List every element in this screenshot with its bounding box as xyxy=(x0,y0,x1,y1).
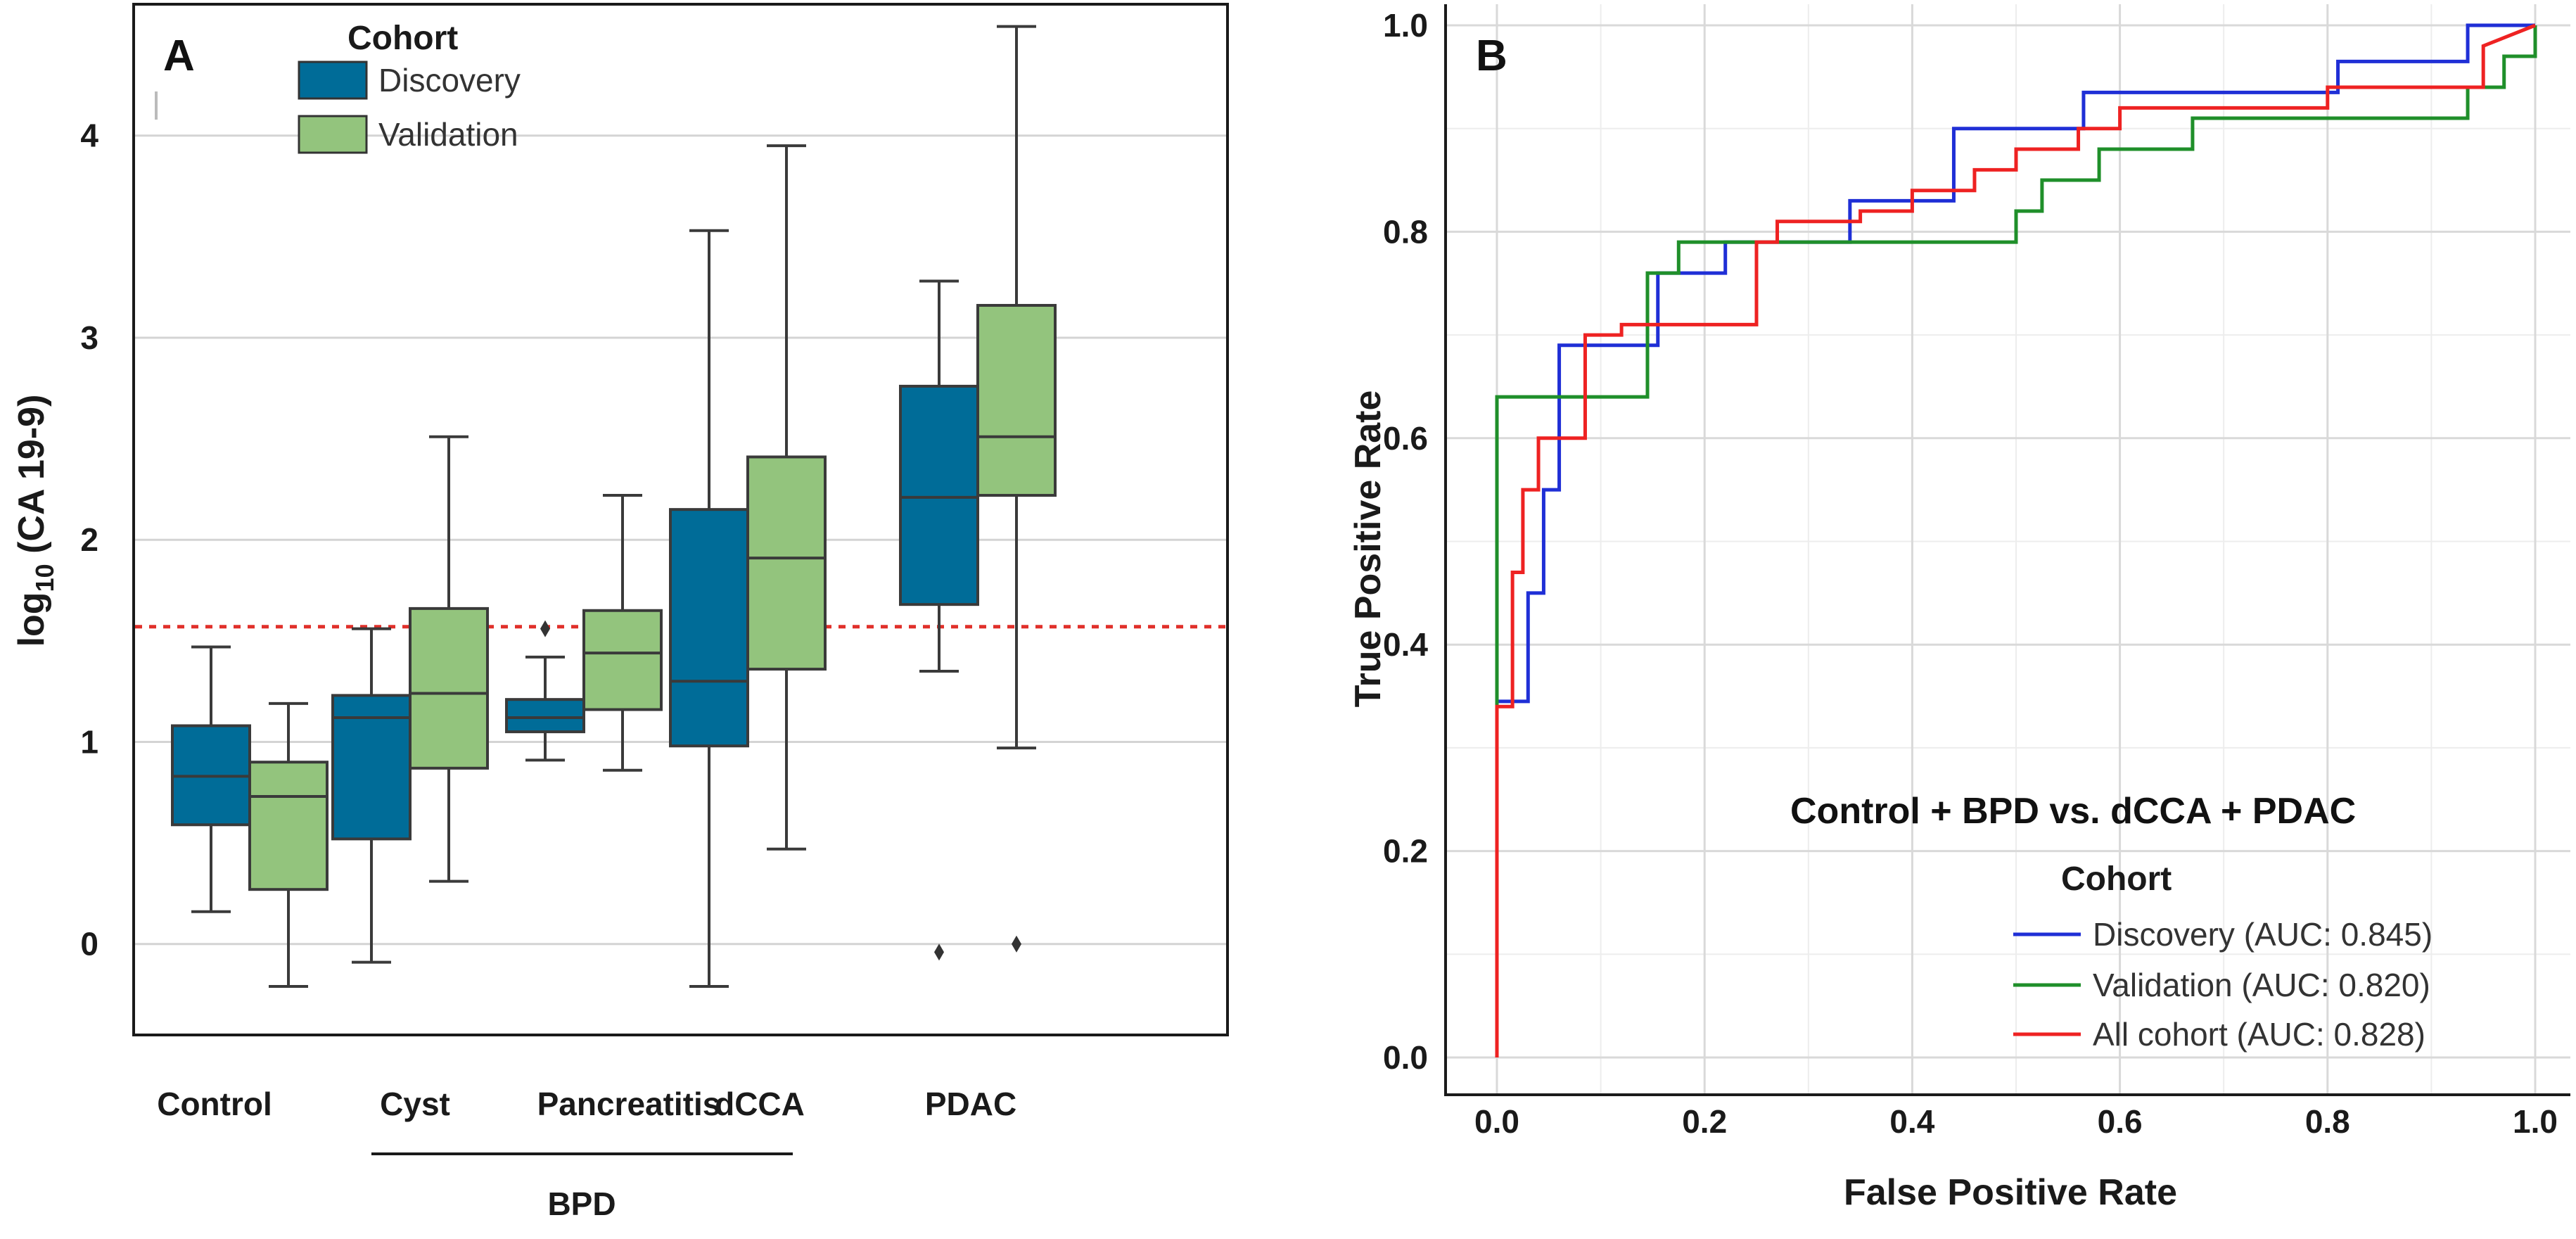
legend-swatch-validation xyxy=(298,115,368,154)
x-tick-label-0-0: 0.0 xyxy=(1474,1103,1519,1140)
y-tick-label-0-4: 0.4 xyxy=(1383,626,1428,663)
panel-a-boxes xyxy=(171,25,1057,989)
y-tick-label-1-0: 1.0 xyxy=(1383,7,1428,44)
y-tick-label-0-6: 0.6 xyxy=(1383,420,1428,457)
box-pancreatitis-validation xyxy=(582,494,663,772)
panel-b-label: B xyxy=(1476,32,1507,80)
box-pancreatitis-discovery xyxy=(505,620,585,762)
panel-b-x-axis-title: False Positive Rate xyxy=(1844,1172,2177,1213)
panel-a-legend: Cohort Discovery Validation xyxy=(298,20,521,154)
roc-curve-discovery xyxy=(1495,23,2535,1057)
box-iqr xyxy=(746,455,827,671)
y-tick-label-0-0: 0.0 xyxy=(1383,1039,1428,1076)
outlier-point xyxy=(540,620,550,637)
box-iqr xyxy=(409,606,489,770)
box-control-validation xyxy=(248,701,329,989)
bpd-group-label: BPD xyxy=(547,1186,616,1222)
roc-curve-all-cohort xyxy=(1495,23,2536,1057)
panel-b-y-axis-title: True Positive Rate xyxy=(1348,390,1389,708)
x-tick-label-0-8: 0.8 xyxy=(2305,1103,2350,1140)
legend-label-validation-auc: Validation (AUC: 0.820) xyxy=(2093,967,2430,1003)
box-iqr xyxy=(899,384,979,606)
y-tick-label-2: 2 xyxy=(80,521,98,558)
panel-a-y-axis-title: log10 (CA 19-9) xyxy=(11,395,59,647)
x-tick-label-1-0: 1.0 xyxy=(2513,1103,2558,1140)
roc-curve-validation xyxy=(1495,25,2537,1057)
y-title-suffix: (CA 19-9) xyxy=(11,395,52,564)
y-tick-label-4: 4 xyxy=(80,117,98,154)
y-tick-label-3: 3 xyxy=(80,319,98,356)
legend-label-all-cohort-auc: All cohort (AUC: 0.828) xyxy=(2093,1016,2425,1053)
panel-a-legend-title: Cohort xyxy=(347,20,458,57)
x-tick-label-pdac: PDAC xyxy=(925,1086,1016,1122)
box-iqr xyxy=(331,694,412,841)
x-tick-label-pancreatitis: Pancreatitis xyxy=(537,1086,721,1122)
x-tick-label-cyst: Cyst xyxy=(380,1086,450,1122)
box-pdac-discovery xyxy=(899,279,979,961)
outlier-point xyxy=(1012,935,1021,953)
panel-b-legend-title: Cohort xyxy=(2061,860,2172,898)
y-tick-label-0-8: 0.8 xyxy=(1383,213,1428,250)
box-iqr xyxy=(669,508,749,748)
box-cyst-discovery xyxy=(331,627,412,964)
panel-a-label: A xyxy=(163,32,195,80)
panel-b-roc-curves xyxy=(1495,23,2537,1057)
x-tick-label-dcca: dCCA xyxy=(715,1086,805,1122)
panel-b: 0.0 0.2 0.4 0.6 0.8 1.0 0.0 0.2 0.4 0.6 0.8 1.0 Fa… xyxy=(1348,4,2570,1213)
legend-label-validation: Validation xyxy=(378,116,518,153)
panel-b-annotation: Control + BPD vs. dCCA + PDAC xyxy=(1790,791,2356,832)
y-title-prefix: log xyxy=(11,592,52,647)
legend-swatch-discovery xyxy=(298,61,368,100)
box-cyst-validation xyxy=(409,435,489,883)
box-control-discovery xyxy=(171,645,251,913)
box-dcca-validation xyxy=(746,144,827,851)
outlier-point xyxy=(934,943,944,961)
panel-b-y-tick-labels: 0.0 0.2 0.4 0.6 0.8 1.0 xyxy=(1383,7,1428,1076)
x-tick-label-0-4: 0.4 xyxy=(1889,1103,1934,1140)
y-tick-label-1: 1 xyxy=(80,723,98,760)
box-iqr xyxy=(248,761,329,891)
legend-label-discovery: Discovery xyxy=(378,62,521,99)
panel-a-y-tick-labels: 0 1 2 3 4 xyxy=(80,117,98,962)
box-iqr xyxy=(976,304,1057,497)
legend-label-discovery-auc: Discovery (AUC: 0.845) xyxy=(2093,916,2432,953)
y-tick-label-0-2: 0.2 xyxy=(1383,833,1428,870)
y-tick-label-0: 0 xyxy=(80,926,98,962)
y-title-subscript: 10 xyxy=(30,564,59,592)
panel-b-legend: Cohort Discovery (AUC: 0.845) Validation… xyxy=(2013,860,2432,1053)
panel-b-plot-frame xyxy=(1446,4,2570,1095)
box-iqr xyxy=(505,698,585,734)
panel-b-x-tick-labels: 0.0 0.2 0.4 0.6 0.8 1.0 xyxy=(1474,1103,2558,1140)
x-tick-label-0-6: 0.6 xyxy=(2098,1103,2143,1140)
x-tick-label-control: Control xyxy=(157,1086,272,1122)
box-iqr xyxy=(582,609,663,711)
x-tick-label-0-2: 0.2 xyxy=(1682,1103,1727,1140)
box-pdac-validation xyxy=(976,25,1057,953)
